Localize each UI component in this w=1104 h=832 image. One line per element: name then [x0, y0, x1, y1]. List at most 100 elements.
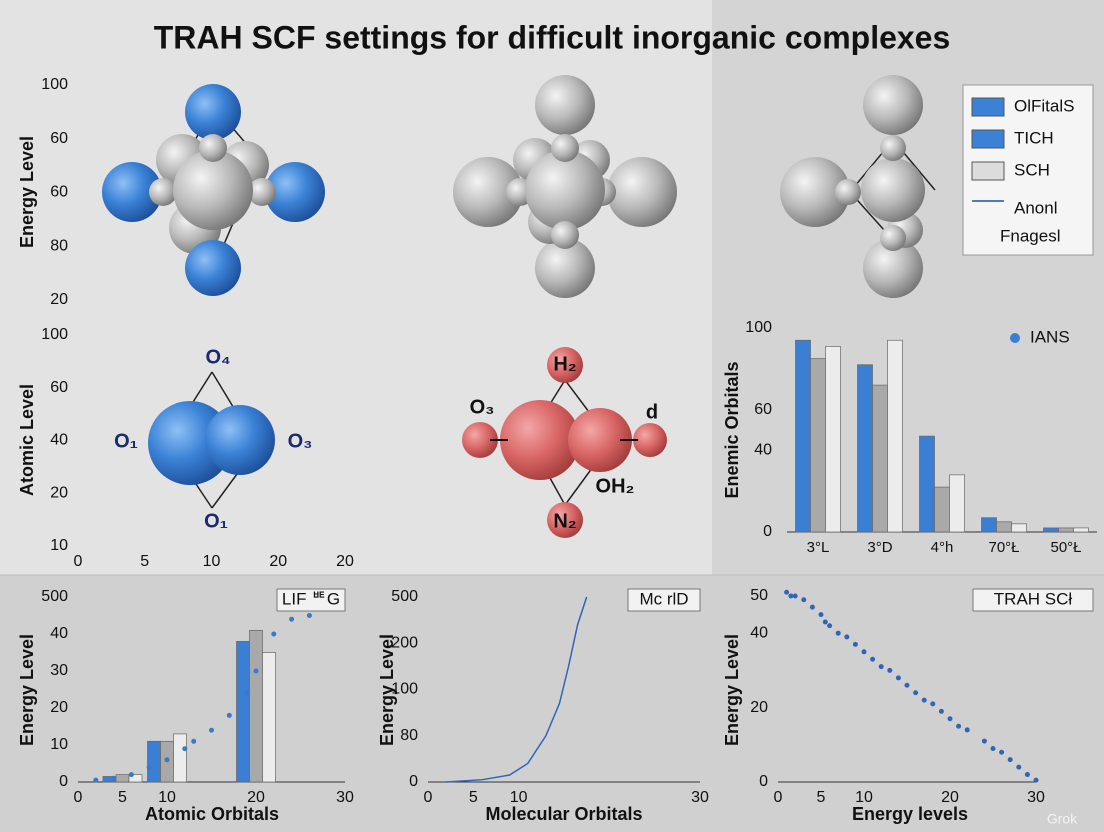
- y-tick-label: 500: [41, 588, 68, 605]
- atom-sphere: [248, 178, 276, 206]
- point: [93, 777, 99, 783]
- atom-label: H₂: [553, 353, 576, 375]
- x-tick-label: 4°h: [931, 539, 954, 556]
- legend-label: Anonl: [1014, 198, 1057, 217]
- bar: [949, 474, 965, 533]
- x-tick-label: 10: [158, 789, 176, 806]
- atom-sphere: [551, 221, 579, 249]
- x-tick-label: 5: [817, 789, 826, 806]
- x-axis-label: Molecular Orbitals: [485, 804, 642, 824]
- atom-sphere: [863, 75, 923, 135]
- atom-label: d: [646, 401, 658, 423]
- y-tick-label: 20: [50, 484, 68, 501]
- x-tick-label: 10: [510, 789, 528, 806]
- legend-swatch: [971, 129, 1005, 149]
- y-tick-label: 100: [41, 326, 68, 343]
- x-tick-label: 70°Ł: [988, 539, 1019, 556]
- atom-sphere: [880, 225, 906, 251]
- atom-sphere: [607, 157, 677, 227]
- y-tick-label: 0: [409, 773, 418, 790]
- bar: [1043, 527, 1059, 533]
- legend-box: [276, 588, 346, 612]
- point: [1016, 764, 1022, 770]
- legend-label: SCH: [1014, 160, 1050, 179]
- bar: [872, 384, 888, 533]
- y-tick-label: 80: [400, 727, 418, 744]
- point: [930, 701, 936, 707]
- x-axis-label: Energy levels: [852, 804, 968, 824]
- y-tick-label: 200: [391, 634, 418, 651]
- x-tick-label: 5: [469, 789, 478, 806]
- atom-sphere: [149, 178, 177, 206]
- point: [844, 634, 850, 640]
- point: [111, 775, 117, 781]
- point: [990, 746, 996, 752]
- point: [1007, 757, 1013, 763]
- x-tick-label: 50°Ł: [1050, 539, 1081, 556]
- x-tick-label: 20: [247, 789, 265, 806]
- y-tick-label: 100: [41, 76, 68, 93]
- x-tick-label: 3°L: [807, 539, 830, 556]
- atom-sphere: [199, 134, 227, 162]
- y-tick-label: 0: [59, 773, 68, 790]
- point: [818, 612, 824, 618]
- point: [870, 656, 876, 662]
- atom-label: O₃: [470, 396, 495, 418]
- y-tick-label: 100: [391, 681, 418, 698]
- atom-sphere: [835, 179, 861, 205]
- point: [289, 616, 295, 622]
- x-axis-label: Atomic Orbitals: [145, 804, 279, 824]
- atom-sphere: [551, 134, 579, 162]
- bar: [887, 339, 903, 533]
- bar: [236, 641, 250, 783]
- legend-label: Mc rlD: [639, 589, 688, 608]
- atom-sphere: [462, 422, 498, 458]
- y-tick-label: 80: [50, 237, 68, 254]
- panel-bg: [0, 575, 1104, 832]
- legend-label: TRAH SCł: [994, 589, 1073, 608]
- point: [182, 746, 188, 752]
- bar: [981, 517, 997, 533]
- point: [253, 668, 259, 674]
- legend-box: [627, 588, 701, 612]
- point: [999, 749, 1005, 755]
- x-tick-label: 20: [336, 553, 354, 570]
- x-tick-label: 0: [774, 789, 783, 806]
- bar: [1073, 527, 1089, 533]
- x-tick-label: 20: [941, 789, 959, 806]
- atom-label: O₁: [204, 510, 228, 532]
- x-tick-label: 30: [336, 789, 354, 806]
- legend-swatch: [971, 97, 1005, 117]
- bar: [1011, 523, 1027, 533]
- y-tick-label: 30: [50, 662, 68, 679]
- page-title: TRAH SCF settings for difficult inorgani…: [154, 19, 951, 55]
- y-axis-label: Atomic Level: [17, 384, 37, 496]
- y-tick-label: 40: [750, 624, 768, 641]
- y-tick-label: 40: [50, 625, 68, 642]
- watermark: Grok: [1047, 811, 1078, 827]
- y-tick-label: 60: [50, 130, 68, 147]
- bar: [1058, 527, 1074, 533]
- point: [956, 723, 962, 729]
- bar: [919, 435, 935, 533]
- point: [852, 641, 858, 647]
- x-tick-label: 0: [74, 789, 83, 806]
- x-tick-label: 10: [203, 553, 221, 570]
- bond: [211, 371, 236, 411]
- point: [792, 593, 798, 599]
- point: [801, 597, 807, 603]
- point: [306, 613, 312, 618]
- point: [128, 772, 134, 778]
- bar: [996, 521, 1012, 533]
- legend-swatch: [971, 161, 1005, 181]
- y-tick-label: 10: [50, 537, 68, 554]
- atom-sphere: [861, 158, 925, 222]
- x-tick-label: 0: [424, 789, 433, 806]
- y-tick-label: 20: [50, 291, 68, 308]
- point: [1024, 772, 1030, 778]
- y-tick-label: 60: [50, 379, 68, 396]
- bond: [211, 469, 241, 509]
- y-axis-label: Energy Level: [17, 634, 37, 746]
- bar: [147, 740, 161, 783]
- point: [938, 708, 944, 714]
